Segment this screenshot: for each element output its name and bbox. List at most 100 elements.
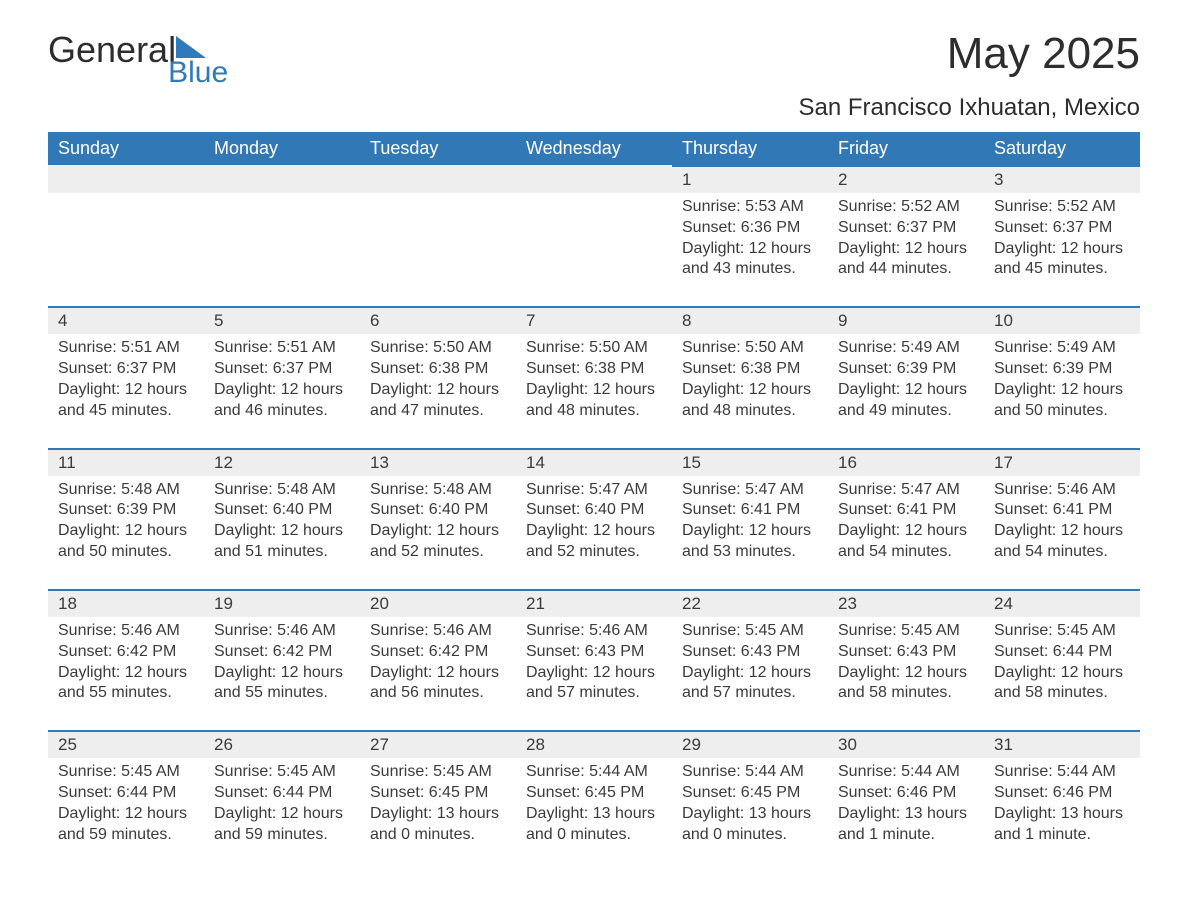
sunrise-line: Sunrise: 5:47 AM xyxy=(526,480,662,501)
daylight-line-2: and 59 minutes. xyxy=(214,825,350,846)
sunset-line: Sunset: 6:41 PM xyxy=(838,500,974,521)
daylight-line-2: and 0 minutes. xyxy=(682,825,818,846)
day-number: 16 xyxy=(828,448,984,476)
day-number: 28 xyxy=(516,730,672,758)
sunset-line: Sunset: 6:39 PM xyxy=(994,359,1130,380)
calendar-cell xyxy=(516,165,672,306)
weekday-header: Saturday xyxy=(984,132,1140,165)
sunrise-line: Sunrise: 5:50 AM xyxy=(526,338,662,359)
day-body: Sunrise: 5:47 AMSunset: 6:41 PMDaylight:… xyxy=(828,476,984,563)
sunrise-line: Sunrise: 5:51 AM xyxy=(214,338,350,359)
daylight-line-2: and 47 minutes. xyxy=(370,401,506,422)
sunset-line: Sunset: 6:43 PM xyxy=(682,642,818,663)
daylight-line-1: Daylight: 12 hours xyxy=(214,804,350,825)
calendar-table: SundayMondayTuesdayWednesdayThursdayFrid… xyxy=(48,132,1140,871)
weekday-header: Wednesday xyxy=(516,132,672,165)
day-body: Sunrise: 5:50 AMSunset: 6:38 PMDaylight:… xyxy=(516,334,672,421)
calendar-cell: 5Sunrise: 5:51 AMSunset: 6:37 PMDaylight… xyxy=(204,306,360,447)
calendar-cell: 14Sunrise: 5:47 AMSunset: 6:40 PMDayligh… xyxy=(516,448,672,589)
sunrise-line: Sunrise: 5:47 AM xyxy=(838,480,974,501)
daylight-line-1: Daylight: 12 hours xyxy=(838,239,974,260)
day-number: 12 xyxy=(204,448,360,476)
sunset-line: Sunset: 6:42 PM xyxy=(214,642,350,663)
calendar-cell xyxy=(204,165,360,306)
daylight-line-2: and 44 minutes. xyxy=(838,259,974,280)
day-number-empty xyxy=(204,165,360,193)
daylight-line-2: and 50 minutes. xyxy=(58,542,194,563)
weekday-header: Thursday xyxy=(672,132,828,165)
weekday-header: Tuesday xyxy=(360,132,516,165)
daylight-line-2: and 0 minutes. xyxy=(370,825,506,846)
day-body: Sunrise: 5:52 AMSunset: 6:37 PMDaylight:… xyxy=(984,193,1140,280)
daylight-line-2: and 53 minutes. xyxy=(682,542,818,563)
sunrise-line: Sunrise: 5:49 AM xyxy=(994,338,1130,359)
calendar-cell: 4Sunrise: 5:51 AMSunset: 6:37 PMDaylight… xyxy=(48,306,204,447)
day-number: 3 xyxy=(984,165,1140,193)
day-body: Sunrise: 5:51 AMSunset: 6:37 PMDaylight:… xyxy=(48,334,204,421)
daylight-line-1: Daylight: 12 hours xyxy=(526,380,662,401)
calendar-week: 25Sunrise: 5:45 AMSunset: 6:44 PMDayligh… xyxy=(48,730,1140,871)
daylight-line-1: Daylight: 12 hours xyxy=(682,239,818,260)
calendar-cell: 18Sunrise: 5:46 AMSunset: 6:42 PMDayligh… xyxy=(48,589,204,730)
calendar-cell: 19Sunrise: 5:46 AMSunset: 6:42 PMDayligh… xyxy=(204,589,360,730)
day-number: 17 xyxy=(984,448,1140,476)
daylight-line-1: Daylight: 12 hours xyxy=(526,663,662,684)
day-number: 1 xyxy=(672,165,828,193)
daylight-line-1: Daylight: 12 hours xyxy=(214,380,350,401)
day-number: 30 xyxy=(828,730,984,758)
daylight-line-1: Daylight: 12 hours xyxy=(526,521,662,542)
sunset-line: Sunset: 6:45 PM xyxy=(370,783,506,804)
daylight-line-1: Daylight: 12 hours xyxy=(994,663,1130,684)
daylight-line-2: and 54 minutes. xyxy=(838,542,974,563)
day-body: Sunrise: 5:45 AMSunset: 6:43 PMDaylight:… xyxy=(672,617,828,704)
calendar-cell: 13Sunrise: 5:48 AMSunset: 6:40 PMDayligh… xyxy=(360,448,516,589)
daylight-line-1: Daylight: 12 hours xyxy=(214,663,350,684)
sunset-line: Sunset: 6:44 PM xyxy=(994,642,1130,663)
sunrise-line: Sunrise: 5:44 AM xyxy=(838,762,974,783)
logo: General Blue xyxy=(48,32,272,68)
day-body: Sunrise: 5:46 AMSunset: 6:42 PMDaylight:… xyxy=(48,617,204,704)
daylight-line-2: and 57 minutes. xyxy=(682,683,818,704)
calendar-cell: 25Sunrise: 5:45 AMSunset: 6:44 PMDayligh… xyxy=(48,730,204,871)
daylight-line-2: and 48 minutes. xyxy=(682,401,818,422)
daylight-line-1: Daylight: 12 hours xyxy=(370,663,506,684)
sunset-line: Sunset: 6:38 PM xyxy=(370,359,506,380)
page: General Blue May 2025 San Francisco Ixhu… xyxy=(0,0,1188,911)
day-body: Sunrise: 5:48 AMSunset: 6:39 PMDaylight:… xyxy=(48,476,204,563)
daylight-line-2: and 52 minutes. xyxy=(370,542,506,563)
sunrise-line: Sunrise: 5:52 AM xyxy=(838,197,974,218)
daylight-line-2: and 46 minutes. xyxy=(214,401,350,422)
sunset-line: Sunset: 6:43 PM xyxy=(838,642,974,663)
daylight-line-1: Daylight: 12 hours xyxy=(58,663,194,684)
sunrise-line: Sunrise: 5:46 AM xyxy=(370,621,506,642)
calendar-cell: 26Sunrise: 5:45 AMSunset: 6:44 PMDayligh… xyxy=(204,730,360,871)
day-number: 10 xyxy=(984,306,1140,334)
day-body: Sunrise: 5:45 AMSunset: 6:44 PMDaylight:… xyxy=(204,758,360,845)
daylight-line-1: Daylight: 13 hours xyxy=(682,804,818,825)
daylight-line-1: Daylight: 12 hours xyxy=(58,380,194,401)
sunrise-line: Sunrise: 5:50 AM xyxy=(682,338,818,359)
daylight-line-1: Daylight: 12 hours xyxy=(838,380,974,401)
sunset-line: Sunset: 6:38 PM xyxy=(682,359,818,380)
calendar-cell xyxy=(48,165,204,306)
day-number-empty xyxy=(360,165,516,193)
sunset-line: Sunset: 6:45 PM xyxy=(682,783,818,804)
calendar-cell: 24Sunrise: 5:45 AMSunset: 6:44 PMDayligh… xyxy=(984,589,1140,730)
day-body: Sunrise: 5:44 AMSunset: 6:45 PMDaylight:… xyxy=(672,758,828,845)
calendar-week: 11Sunrise: 5:48 AMSunset: 6:39 PMDayligh… xyxy=(48,448,1140,589)
daylight-line-2: and 49 minutes. xyxy=(838,401,974,422)
sunset-line: Sunset: 6:36 PM xyxy=(682,218,818,239)
sunset-line: Sunset: 6:37 PM xyxy=(838,218,974,239)
calendar-cell: 8Sunrise: 5:50 AMSunset: 6:38 PMDaylight… xyxy=(672,306,828,447)
sunset-line: Sunset: 6:42 PM xyxy=(370,642,506,663)
day-number-empty xyxy=(516,165,672,193)
calendar-cell: 1Sunrise: 5:53 AMSunset: 6:36 PMDaylight… xyxy=(672,165,828,306)
calendar-cell: 31Sunrise: 5:44 AMSunset: 6:46 PMDayligh… xyxy=(984,730,1140,871)
day-body: Sunrise: 5:50 AMSunset: 6:38 PMDaylight:… xyxy=(672,334,828,421)
sunrise-line: Sunrise: 5:44 AM xyxy=(682,762,818,783)
daylight-line-1: Daylight: 12 hours xyxy=(994,380,1130,401)
calendar-cell: 9Sunrise: 5:49 AMSunset: 6:39 PMDaylight… xyxy=(828,306,984,447)
calendar-cell: 12Sunrise: 5:48 AMSunset: 6:40 PMDayligh… xyxy=(204,448,360,589)
daylight-line-2: and 45 minutes. xyxy=(58,401,194,422)
sunset-line: Sunset: 6:44 PM xyxy=(58,783,194,804)
